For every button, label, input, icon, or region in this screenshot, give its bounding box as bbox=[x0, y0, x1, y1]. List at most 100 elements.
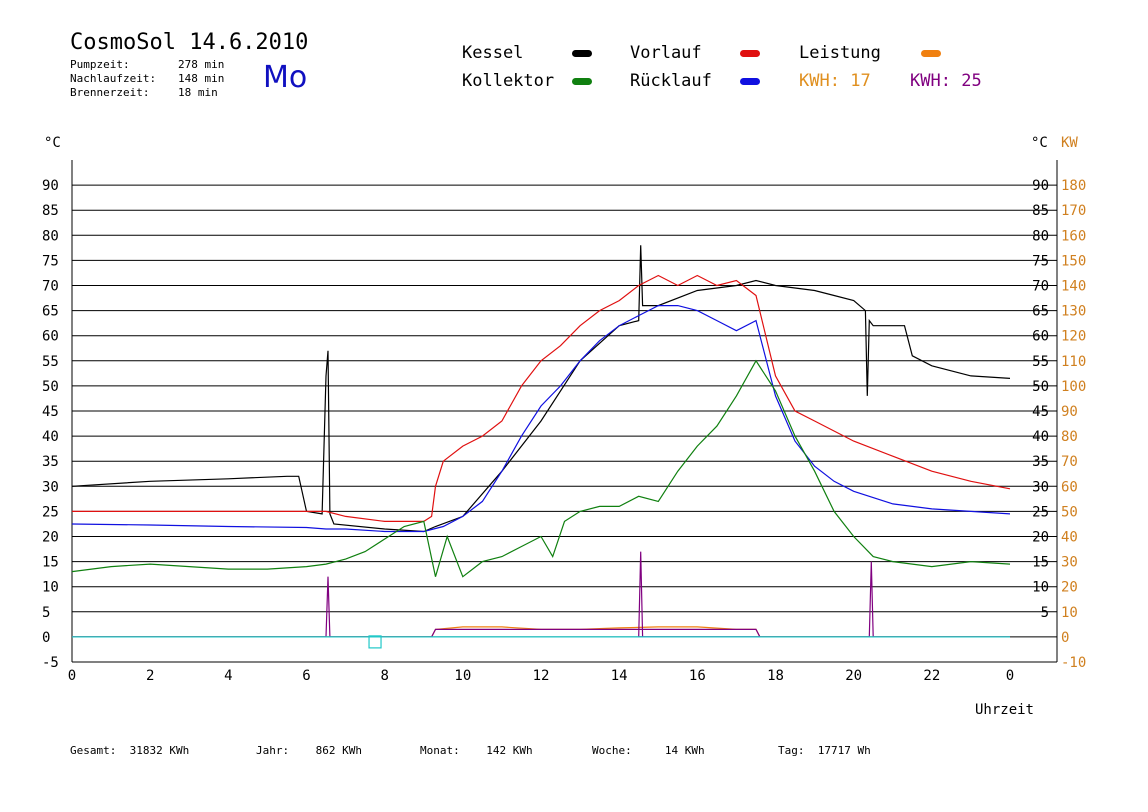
x-tick-label: 8 bbox=[380, 668, 388, 684]
y-tick-label-right-temp: 60 bbox=[1032, 329, 1049, 345]
y-tick-label-right-power: 100 bbox=[1061, 379, 1086, 395]
x-tick-label: 22 bbox=[923, 668, 940, 684]
y-tick-label-left: 45 bbox=[42, 404, 59, 420]
y-tick-label-left: 90 bbox=[42, 178, 59, 194]
x-tick-label: 4 bbox=[224, 668, 232, 684]
stat-nachlaufzeit: Nachlaufzeit: 148 min bbox=[70, 72, 225, 85]
weekday-label: Mo bbox=[263, 60, 308, 95]
y-tick-label-right-temp: 30 bbox=[1032, 479, 1049, 495]
y-tick-label-left: 15 bbox=[42, 555, 59, 571]
y-tick-label-right-power: 110 bbox=[1061, 354, 1086, 370]
x-tick-label: 2 bbox=[146, 668, 154, 684]
y-tick-label-right-temp: 55 bbox=[1032, 354, 1049, 370]
y-tick-label-left: 35 bbox=[42, 454, 59, 470]
footer-jahr: Jahr: 862 KWh bbox=[256, 744, 362, 757]
legend-swatch-kollektor bbox=[572, 78, 592, 85]
y-tick-label-left: 65 bbox=[42, 304, 59, 320]
series-line-kessel bbox=[71, 245, 1011, 533]
y-tick-label-right-power: 70 bbox=[1061, 454, 1078, 470]
y-tick-label-right-temp: 85 bbox=[1032, 203, 1049, 219]
y-tick-label-right-power: 160 bbox=[1061, 228, 1086, 244]
y-tick-label-right-temp: 40 bbox=[1032, 429, 1049, 445]
legend-label-leistung: Leistung bbox=[799, 43, 881, 63]
series-line-kollektor bbox=[71, 359, 1011, 578]
x-tick-label: 6 bbox=[302, 668, 310, 684]
x-tick-label: 18 bbox=[767, 668, 784, 684]
cursor-marker-icon bbox=[368, 635, 382, 649]
y-tick-label-right-power: 140 bbox=[1061, 279, 1086, 295]
y-tick-label-right-temp: 90 bbox=[1032, 178, 1049, 194]
y-tick-label-left: 60 bbox=[42, 329, 59, 345]
legend-label-vorlauf: Vorlauf bbox=[630, 43, 702, 63]
y-tick-label-left: 80 bbox=[42, 228, 59, 244]
y-tick-label-right-temp: 5 bbox=[1041, 605, 1049, 621]
y-tick-label-left: -5 bbox=[42, 655, 59, 671]
y-tick-label-right-temp: 35 bbox=[1032, 454, 1049, 470]
footer-woche: Woche: 14 KWh bbox=[592, 744, 705, 757]
y-tick-label-right-power: 30 bbox=[1061, 555, 1078, 571]
legend-swatch-kessel bbox=[572, 50, 592, 57]
x-axis-label: Uhrzeit bbox=[975, 702, 1034, 718]
legend-label-kollektor: Kollektor bbox=[462, 71, 555, 91]
legend-label-ruecklauf: Rücklauf bbox=[630, 71, 712, 91]
y-tick-label-left: 85 bbox=[42, 203, 59, 219]
y-axis-unit-right-power: KW bbox=[1061, 135, 1078, 151]
y-tick-label-left: 30 bbox=[42, 479, 59, 495]
legend-swatch-leistung bbox=[921, 50, 941, 57]
y-tick-label-left: 10 bbox=[42, 580, 59, 596]
y-tick-label-right-power: 90 bbox=[1061, 404, 1078, 420]
legend-label-kessel: Kessel bbox=[462, 43, 524, 63]
y-tick-label-right-power: 60 bbox=[1061, 479, 1078, 495]
y-tick-label-left: 40 bbox=[42, 429, 59, 445]
y-tick-label-left: 0 bbox=[42, 630, 50, 646]
y-tick-label-right-power: 130 bbox=[1061, 304, 1086, 320]
legend-swatch-ruecklauf bbox=[740, 78, 760, 85]
y-tick-label-right-power: -10 bbox=[1061, 655, 1086, 671]
kwh-purple-readout: KWH: 25 bbox=[910, 71, 982, 91]
y-tick-label-right-temp: 75 bbox=[1032, 253, 1049, 269]
y-tick-label-right-temp: 70 bbox=[1032, 279, 1049, 295]
stats-block: Pumpzeit: 278 min Nachlaufzeit: 148 min Br… bbox=[70, 58, 225, 100]
legend-swatch-vorlauf bbox=[740, 50, 760, 57]
y-axis-unit-right-temp: °C bbox=[1031, 135, 1048, 151]
y-tick-label-right-power: 10 bbox=[1061, 605, 1078, 621]
y-tick-label-left: 20 bbox=[42, 530, 59, 546]
y-tick-label-right-power: 120 bbox=[1061, 329, 1086, 345]
footer-monat: Monat: 142 KWh bbox=[420, 744, 533, 757]
y-tick-label-right-power: 180 bbox=[1061, 178, 1086, 194]
y-tick-label-left: 50 bbox=[42, 379, 59, 395]
stat-pumpzeit: Pumpzeit: 278 min bbox=[70, 58, 225, 71]
y-tick-label-right-power: 40 bbox=[1061, 530, 1078, 546]
y-tick-label-left: 70 bbox=[42, 279, 59, 295]
x-tick-label: 0 bbox=[1006, 668, 1014, 684]
y-tick-label-right-power: 170 bbox=[1061, 203, 1086, 219]
stat-brennerzeit: Brennerzeit: 18 min bbox=[70, 86, 218, 99]
footer-tag: Tag: 17717 Wh bbox=[778, 744, 871, 757]
x-tick-label: 20 bbox=[845, 668, 862, 684]
y-tick-label-right-temp: 15 bbox=[1032, 555, 1049, 571]
y-tick-label-right-power: 0 bbox=[1061, 630, 1069, 646]
series-line-r-cklauf bbox=[71, 305, 1011, 533]
x-tick-label: 0 bbox=[68, 668, 76, 684]
x-tick-label: 16 bbox=[689, 668, 706, 684]
footer-gesamt: Gesamt: 31832 KWh bbox=[70, 744, 190, 757]
series-line-vorlauf bbox=[72, 274, 1011, 523]
y-tick-label-left: 5 bbox=[42, 605, 50, 621]
y-tick-label-right-power: 80 bbox=[1061, 429, 1078, 445]
y-tick-label-right-temp: 10 bbox=[1032, 580, 1049, 596]
y-tick-label-right-temp: 25 bbox=[1032, 504, 1049, 520]
y-tick-label-right-power: 20 bbox=[1061, 580, 1078, 596]
x-tick-label: 14 bbox=[611, 668, 628, 684]
y-axis-unit-left: °C bbox=[44, 135, 61, 151]
series-line-kwh-25 bbox=[72, 551, 1010, 638]
y-tick-label-left: 75 bbox=[42, 253, 59, 269]
y-tick-label-right-power: 50 bbox=[1061, 504, 1078, 520]
y-tick-label-right-temp: 20 bbox=[1032, 530, 1049, 546]
y-tick-label-right-temp: 50 bbox=[1032, 379, 1049, 395]
x-tick-label: 10 bbox=[454, 668, 471, 684]
y-tick-label-left: 25 bbox=[42, 504, 59, 520]
chart-title: CosmoSol 14.6.2010 bbox=[70, 30, 309, 55]
y-tick-label-right-temp: 45 bbox=[1032, 404, 1049, 420]
y-tick-label-left: 55 bbox=[42, 354, 59, 370]
